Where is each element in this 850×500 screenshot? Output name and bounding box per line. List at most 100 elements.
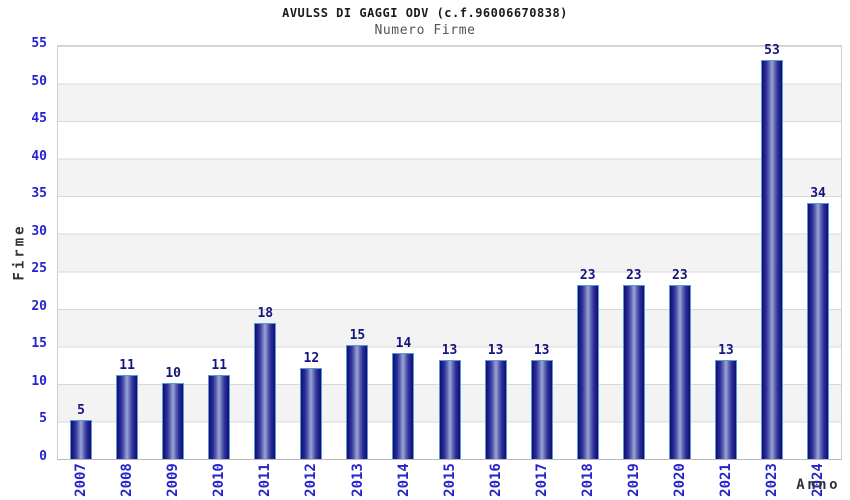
y-tick-label: 20 (31, 298, 47, 314)
bar-value-label: 14 (395, 335, 412, 351)
bar-column-2021: 13 (703, 46, 749, 459)
x-tick-label: 2014 (395, 463, 412, 497)
bar (760, 60, 783, 459)
x-tick-slot: 2011 (242, 460, 288, 500)
bar (807, 202, 830, 459)
x-tick-label: 2018 (579, 463, 596, 497)
x-tick-slot: 2013 (334, 460, 380, 500)
y-tick-label: 50 (31, 73, 47, 89)
y-tick-label: 55 (31, 36, 47, 51)
bar-column-2020: 23 (657, 46, 703, 459)
bar (530, 360, 553, 459)
bars-container: 5 11 10 11 18 12 15 14 13 13 13 23 23 23 13 53 34 (58, 43, 841, 459)
chart-subtitle: Numero Firme (374, 23, 476, 38)
x-tick-label: 2008 (119, 463, 136, 497)
x-tick-label: 2020 (671, 463, 688, 497)
x-tick-slot: 2015 (427, 460, 473, 500)
bar-column-2010: 11 (196, 46, 242, 459)
y-tick-label: 0 (39, 449, 47, 464)
bar (162, 382, 185, 459)
bar-column-2016: 13 (473, 46, 519, 459)
bar-column-2013: 15 (334, 46, 380, 459)
x-tick-slot: 2021 (703, 460, 749, 500)
bar-value-label: 13 (441, 343, 458, 359)
bar-value-label: 15 (349, 328, 366, 344)
x-tick-slot: 2017 (519, 460, 565, 500)
x-tick-slot: 2023 (749, 460, 795, 500)
bar-column-2019: 23 (611, 46, 657, 459)
plot-area: 5 11 10 11 18 12 15 14 13 13 13 23 23 23 13 53 34 (57, 43, 842, 460)
bar-value-label: 13 (487, 343, 504, 359)
bar-value-label: 18 (257, 305, 274, 321)
x-tick-slot: 2009 (150, 460, 196, 500)
bar-value-label: 5 (77, 403, 85, 419)
bar-column-2017: 13 (519, 46, 565, 459)
bar-column-2008: 11 (104, 46, 150, 459)
y-tick-label: 30 (31, 223, 47, 239)
bar-value-label: 23 (579, 268, 596, 284)
x-tick-slot: 2018 (565, 460, 611, 500)
x-tick-label: 2017 (533, 463, 550, 497)
bar-column-2009: 10 (150, 46, 196, 459)
bar-value-label: 11 (119, 358, 135, 374)
x-tick-label: 2009 (165, 463, 182, 497)
bar-value-label: 34 (810, 185, 826, 201)
y-tick-label: 15 (31, 336, 47, 352)
x-tick-label: 2023 (763, 463, 780, 497)
bar-value-label: 12 (303, 350, 320, 366)
chart-title: AVULSS DI GAGGI ODV (c.f.96006670838) (282, 6, 568, 20)
y-tick-label: 25 (31, 261, 47, 277)
bar (438, 360, 461, 459)
x-tick-slot: 2010 (196, 460, 242, 500)
bar-column-2018: 23 (565, 46, 611, 459)
bar (346, 345, 369, 459)
x-tick-label: 2011 (257, 463, 274, 497)
bar-value-label: 23 (672, 268, 688, 284)
x-tick-slot: 2014 (380, 460, 426, 500)
bar (484, 360, 507, 459)
bar-column-2024: 34 (795, 46, 841, 459)
bar-column-2011: 18 (242, 46, 288, 459)
bar (622, 285, 645, 459)
x-tick-label: 2007 (73, 463, 90, 497)
y-tick-label: 35 (31, 186, 47, 202)
y-tick-label: 10 (31, 373, 47, 389)
bar-value-label: 10 (165, 365, 181, 381)
bar (576, 285, 599, 459)
x-tick-slot: 2016 (473, 460, 519, 500)
bar-value-label: 11 (211, 358, 228, 374)
bar-column-2015: 13 (427, 46, 473, 459)
x-tick-label: 2013 (349, 463, 366, 497)
bar (392, 352, 415, 459)
bar-value-label: 53 (764, 43, 780, 59)
bar (714, 360, 737, 459)
bar-column-2012: 12 (288, 46, 334, 459)
x-tick-slot: 2008 (104, 460, 150, 500)
x-tick-label: 2021 (717, 463, 734, 497)
x-tick-slot: 2012 (288, 460, 334, 500)
bar-column-2023: 53 (749, 43, 795, 459)
y-tick-label: 5 (39, 411, 47, 427)
bar (116, 375, 139, 459)
x-tick-slot: 2019 (611, 460, 657, 500)
x-tick-label: 2019 (625, 463, 642, 497)
bar-column-2007: 5 (58, 46, 104, 459)
bar (208, 375, 231, 459)
bar (70, 420, 93, 459)
x-tick-label: 2012 (303, 463, 320, 497)
x-tick-label: 2015 (441, 463, 458, 497)
y-tick-label: 40 (31, 148, 47, 164)
x-tick-label: 2016 (487, 463, 504, 497)
x-tick-label: 2010 (211, 463, 228, 497)
bar-value-label: 23 (625, 268, 642, 284)
bar-column-2014: 14 (380, 46, 426, 459)
x-tick-slot: 2020 (657, 460, 703, 500)
y-axis-tick-labels: 0 5 10 15 20 25 30 35 40 45 50 55 (0, 37, 57, 464)
bar-value-label: 13 (533, 343, 550, 359)
x-axis-tick-labels: 2007 2008 2009 2010 2011 2012 2013 2014 2015 2016… (58, 460, 841, 500)
bar (254, 322, 277, 459)
bar-value-label: 13 (718, 343, 734, 359)
bar (300, 367, 323, 459)
y-tick-label: 45 (31, 111, 47, 127)
